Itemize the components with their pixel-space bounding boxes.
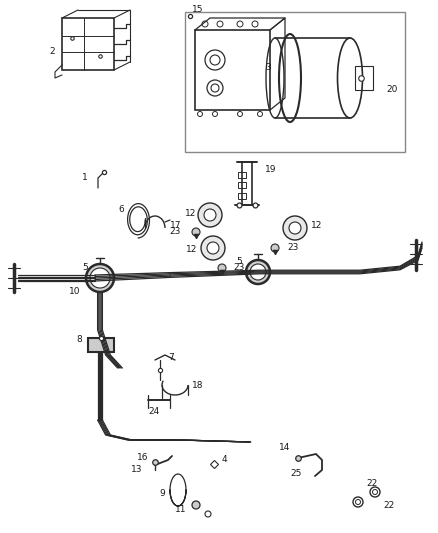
Circle shape <box>192 501 200 509</box>
Circle shape <box>198 203 222 227</box>
Text: 6: 6 <box>118 206 124 214</box>
Text: 18: 18 <box>192 381 204 390</box>
Bar <box>238 193 246 199</box>
Text: 9: 9 <box>159 489 165 497</box>
Text: 8: 8 <box>76 335 82 344</box>
Text: 3: 3 <box>265 63 271 72</box>
Circle shape <box>204 209 216 221</box>
Text: 4: 4 <box>222 456 228 464</box>
Text: 10: 10 <box>68 287 80 296</box>
Circle shape <box>86 264 114 292</box>
Text: 16: 16 <box>137 454 148 463</box>
Text: 5: 5 <box>82 263 88 272</box>
Bar <box>62 18 114 70</box>
Text: 25: 25 <box>291 470 302 479</box>
Bar <box>238 172 246 178</box>
Text: 14: 14 <box>279 443 290 453</box>
Text: 17: 17 <box>170 221 181 230</box>
Circle shape <box>218 264 226 272</box>
Text: 23: 23 <box>287 244 298 253</box>
Text: 22: 22 <box>366 480 377 489</box>
Circle shape <box>289 222 301 234</box>
Circle shape <box>370 487 380 497</box>
Circle shape <box>201 236 225 260</box>
Bar <box>195 30 270 110</box>
Circle shape <box>192 228 200 236</box>
Text: 24: 24 <box>148 408 159 416</box>
Bar <box>238 182 246 188</box>
Text: 23: 23 <box>170 228 181 237</box>
Circle shape <box>246 260 270 284</box>
Text: 13: 13 <box>131 465 142 474</box>
Circle shape <box>271 244 279 252</box>
Text: 19: 19 <box>265 166 276 174</box>
Text: 1: 1 <box>82 174 88 182</box>
Text: 11: 11 <box>174 505 186 514</box>
Text: 7: 7 <box>168 353 174 362</box>
Text: 22: 22 <box>383 502 394 511</box>
Bar <box>355 66 373 90</box>
Text: 12: 12 <box>185 208 196 217</box>
Circle shape <box>283 216 307 240</box>
Circle shape <box>90 268 110 288</box>
Text: 12: 12 <box>186 245 197 254</box>
Text: 5: 5 <box>236 257 242 266</box>
Text: 12: 12 <box>311 222 322 230</box>
Text: 20: 20 <box>386 85 397 94</box>
Bar <box>88 338 114 352</box>
Text: 2: 2 <box>49 47 55 56</box>
Text: 23: 23 <box>233 263 244 272</box>
Circle shape <box>250 264 266 280</box>
Text: 15: 15 <box>192 5 204 14</box>
Circle shape <box>207 242 219 254</box>
Circle shape <box>353 497 363 507</box>
Bar <box>185 12 405 152</box>
